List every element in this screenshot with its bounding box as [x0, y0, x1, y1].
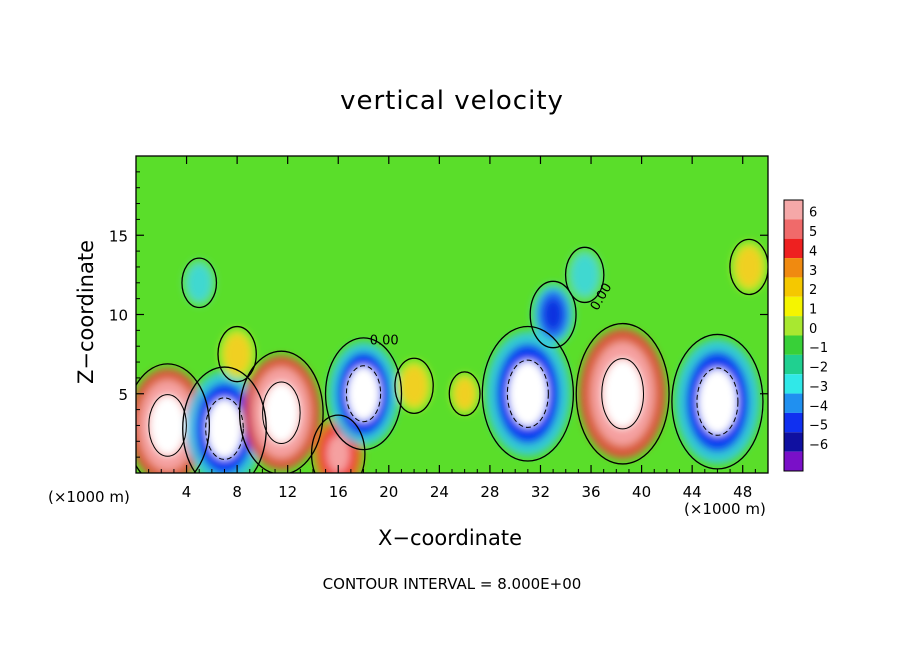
colorbar-swatch-9 — [784, 374, 803, 394]
colorbar-swatch-7 — [784, 335, 803, 355]
x-tick-label-5: 24 — [430, 483, 449, 501]
x-tick-label-6: 28 — [480, 483, 499, 501]
y-tick-label-1: 10 — [109, 307, 128, 325]
contour-zero-5 — [394, 357, 434, 415]
heatmap-cell-core-2 — [263, 382, 300, 443]
heatmap-cell-14 — [735, 246, 763, 288]
colorbar-swatch-4 — [784, 277, 803, 297]
contour-zero-6 — [448, 371, 481, 417]
heatmap-cell-core-11 — [543, 298, 563, 331]
contour-zero-9 — [671, 333, 764, 470]
contour-zero-3 — [310, 414, 366, 473]
colorbar-label-10: −4 — [809, 399, 828, 414]
colorbar-label-4: 2 — [809, 283, 817, 298]
x-tick-label-0: 4 — [182, 483, 192, 501]
contour-core-9 — [696, 367, 739, 436]
contour-core-1 — [205, 397, 244, 460]
colorbar-label-3: 3 — [809, 264, 817, 279]
contour-zero-1 — [182, 366, 267, 473]
colorbar-label-11: −5 — [809, 419, 828, 434]
x-axis-label: X−coordinate — [378, 526, 522, 550]
heatmap-cells — [136, 241, 767, 473]
colorbar-swatch-1 — [784, 219, 803, 239]
y-tick-label-0: 5 — [118, 386, 128, 404]
x-tick-label-9: 40 — [632, 483, 651, 501]
contour-interval-note: CONTOUR INTERVAL = 8.000E+00 — [322, 575, 582, 593]
x-tick-label-1: 8 — [232, 483, 242, 501]
heatmap-cell-core-8 — [602, 359, 643, 429]
heatmap-cell-core-7 — [508, 360, 548, 427]
colorbar-swatch-8 — [784, 354, 803, 375]
colorbar-label-9: −3 — [809, 380, 828, 395]
colorbar-swatch-0 — [784, 200, 803, 220]
contour-label-0: 0.00 — [370, 334, 399, 349]
contour-zero-13 — [181, 257, 218, 309]
colorbar-label-2: 4 — [809, 244, 817, 259]
heatmap-cell-core-9 — [697, 368, 737, 435]
x-axis-unit-right: (×1000 m) — [684, 500, 766, 518]
colorbar-swatch-12 — [784, 432, 803, 452]
heatmap-cell-core-3 — [326, 434, 350, 473]
contour-core-8 — [601, 358, 645, 430]
contour-zero-14 — [729, 238, 768, 296]
contour-zero-4 — [324, 337, 403, 451]
contour-zero-8 — [575, 322, 670, 465]
colorbar-swatch-2 — [784, 238, 803, 259]
contour-core-2 — [262, 381, 301, 445]
contour-zero-0 — [136, 363, 210, 473]
heatmap-cell-core-1 — [206, 398, 243, 459]
contour-zero-12 — [564, 246, 605, 304]
heatmap-cell-13 — [187, 264, 212, 302]
colorbar: 6 5 4 3 2 1 0 −1 −2 −3 −4 −5 −6 — [783, 199, 828, 472]
heatmap-cell-core-4 — [347, 366, 380, 422]
x-tick-label-11: 48 — [733, 483, 752, 501]
x-axis-unit-left: (×1000 m) — [48, 488, 130, 506]
x-tick-label-7: 32 — [531, 483, 550, 501]
colorbar-label-7: −1 — [809, 341, 828, 356]
colorbar-swatch-11 — [784, 412, 803, 433]
colorbar-frame — [783, 199, 804, 472]
x-tick-label-2: 12 — [278, 483, 297, 501]
colorbar-label-12: −6 — [809, 438, 828, 453]
plot-area — [136, 156, 768, 473]
x-tick-label-8: 36 — [581, 483, 600, 501]
heatmap-cell-6 — [454, 377, 476, 410]
x-tick-label-10: 44 — [683, 483, 702, 501]
heatmap-cell-12 — [571, 254, 598, 296]
chart-title: vertical velocity — [340, 86, 564, 116]
heatmap-cell-5 — [400, 365, 428, 407]
contour-zero-2 — [238, 350, 324, 473]
colorbar-label-1: 5 — [809, 225, 817, 240]
colorbar-swatch-13 — [784, 451, 803, 471]
contour-core-0 — [148, 394, 187, 457]
colorbar-swatch-10 — [784, 393, 803, 413]
colorbar-swatch-6 — [784, 316, 803, 336]
colorbar-swatch-3 — [784, 258, 803, 278]
x-tick-label-4: 20 — [379, 483, 398, 501]
heatmap-cell-10 — [223, 333, 251, 375]
y-tick-label-2: 15 — [109, 227, 128, 245]
x-tick-label-3: 16 — [329, 483, 348, 501]
colorbar-swatch-5 — [784, 296, 803, 317]
colorbar-label-8: −2 — [809, 361, 828, 376]
colorbar-label-5: 1 — [809, 302, 817, 317]
contour-zero-7 — [481, 325, 575, 462]
heatmap-cell-core-0 — [149, 395, 186, 456]
contour-zero-11 — [529, 280, 577, 349]
colorbar-label-0: 6 — [809, 206, 817, 221]
contour-core-4 — [345, 365, 382, 423]
contour-zero-10 — [217, 325, 257, 383]
colorbar-label-6: 0 — [809, 322, 817, 337]
contour-core-7 — [506, 359, 549, 428]
